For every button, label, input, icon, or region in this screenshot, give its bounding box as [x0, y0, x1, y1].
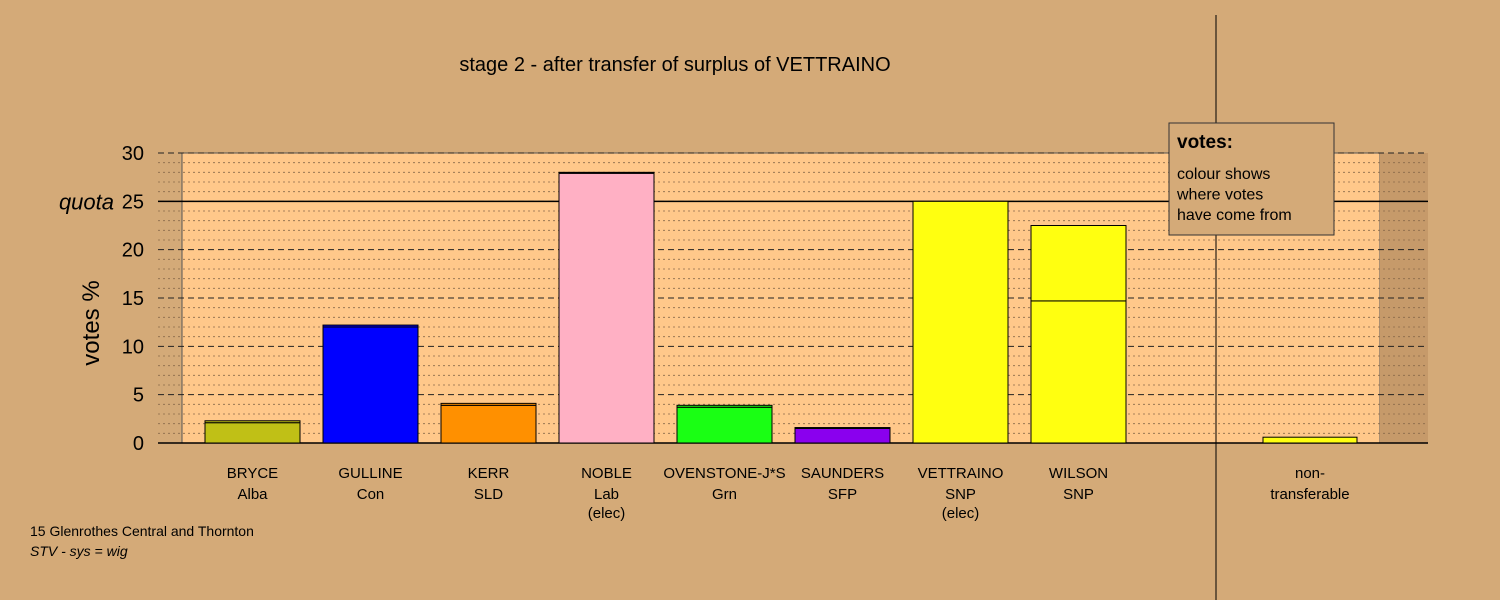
- candidate-name-label: GULLINE: [338, 465, 402, 482]
- y-tick-label: 15: [122, 288, 144, 310]
- bar-segment: [912, 200, 1009, 444]
- bar-segment: [440, 404, 537, 444]
- bar-segment: [322, 324, 419, 328]
- candidate-party-label: Grn: [712, 486, 737, 503]
- y-tick-label: 0: [133, 433, 144, 455]
- quota-label: quota: [59, 189, 114, 214]
- y-tick-label: 20: [122, 240, 144, 262]
- bar-segment: [794, 427, 891, 429]
- y-tick-label: 30: [122, 143, 144, 165]
- candidate-party-label: Alba: [237, 486, 268, 503]
- footer-ward-name: 15 Glenrothes Central and Thornton: [30, 523, 254, 539]
- candidate-party-label: Con: [357, 486, 385, 503]
- candidate-name-label: VETTRAINO: [918, 465, 1004, 482]
- candidate-name-label: BRYCE: [227, 465, 278, 482]
- nontransferable-bar: [1262, 436, 1358, 444]
- nontransferable-label-line2: transferable: [1270, 486, 1349, 503]
- candidate-party-label: SNP: [1063, 486, 1094, 503]
- legend-title: votes:: [1177, 132, 1233, 153]
- candidate-name-label: KERR: [468, 465, 510, 482]
- chart-title: stage 2 - after transfer of surplus of V…: [459, 54, 890, 76]
- legend-text-line: have come from: [1177, 207, 1292, 224]
- candidate-party-label: Lab: [594, 486, 619, 503]
- legend-text-line: colour shows: [1177, 166, 1270, 183]
- legend-box: [1168, 122, 1335, 236]
- candidate-name-label: NOBLE: [581, 465, 632, 482]
- bar-segment: [204, 422, 301, 444]
- y-axis-label: votes %: [78, 280, 105, 365]
- bar-segment: [440, 402, 537, 406]
- candidate-name-label: OVENSTONE-J*S: [663, 465, 785, 482]
- candidate-status-label: (elec): [942, 505, 980, 522]
- bar-segment: [204, 420, 301, 424]
- footer-system: STV - sys = wig: [30, 543, 128, 559]
- candidate-status-label: (elec): [588, 505, 626, 522]
- bar-segment: [1030, 300, 1127, 444]
- y-tick-label: 10: [122, 336, 144, 358]
- candidate-party-label: SFP: [828, 486, 857, 503]
- candidate-name-label: WILSON: [1049, 465, 1108, 482]
- bar-segment: [558, 171, 655, 174]
- nontransferable-label-line1: non-: [1295, 465, 1325, 482]
- y-tick-label: 5: [133, 385, 144, 407]
- candidate-name-label: SAUNDERS: [801, 465, 884, 482]
- bar-segment: [322, 326, 419, 444]
- y-tick-label: 25: [122, 191, 144, 213]
- bar-segment: [676, 406, 773, 444]
- bar-segment: [676, 404, 773, 408]
- bar-segment: [1030, 225, 1127, 302]
- bar-segment: [794, 428, 891, 444]
- legend-text-line: where votes: [1176, 187, 1263, 204]
- candidate-party-label: SNP: [945, 486, 976, 503]
- bar-segment: [558, 172, 655, 444]
- candidate-party-label: SLD: [474, 486, 503, 503]
